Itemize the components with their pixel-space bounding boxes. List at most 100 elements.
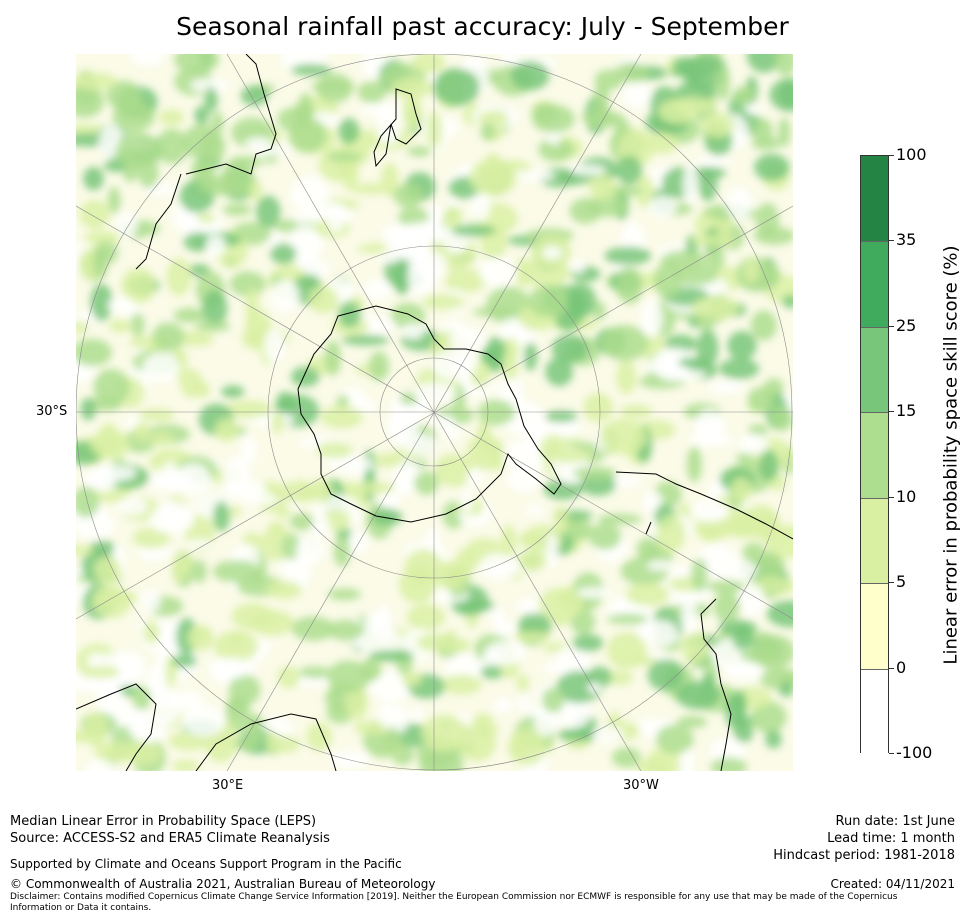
skill-patch xyxy=(391,77,434,99)
skill-patch xyxy=(108,319,134,333)
skill-patch xyxy=(205,234,227,258)
skill-patch xyxy=(90,430,131,459)
colorbar-segment xyxy=(861,412,888,498)
skill-patch xyxy=(192,559,207,584)
skill-patch xyxy=(421,714,468,752)
skill-patch xyxy=(186,539,212,550)
skill-patch xyxy=(202,289,228,327)
skill-patch xyxy=(484,152,502,180)
coastlines xyxy=(76,54,793,771)
skill-patch xyxy=(710,757,747,771)
skill-patch xyxy=(352,183,388,195)
skill-patch xyxy=(199,131,226,164)
skill-patch xyxy=(194,106,209,125)
skill-patch xyxy=(94,555,121,585)
skill-patch xyxy=(291,616,335,641)
skill-patch xyxy=(725,186,753,220)
skill-patch xyxy=(614,62,649,83)
colorbar-tick-label: -100 xyxy=(896,743,933,762)
skill-patch xyxy=(221,385,245,399)
skill-patch xyxy=(611,747,642,768)
colorbar-tick-mark xyxy=(889,325,894,327)
skill-patch xyxy=(103,160,127,172)
skill-patch xyxy=(604,246,652,265)
skill-patch xyxy=(619,404,653,419)
skill-patch xyxy=(338,118,360,145)
antarctica-coast xyxy=(297,305,562,523)
colorbar-tick-mark xyxy=(889,582,894,584)
skill-patch xyxy=(551,334,589,364)
skill-patch xyxy=(454,638,471,653)
skill-patch xyxy=(90,283,113,321)
skill-patch xyxy=(327,588,362,601)
skill-patch xyxy=(378,701,396,730)
skill-patch xyxy=(106,80,142,111)
lon-label-30e: 30°E xyxy=(212,778,244,793)
colorbar-tick-mark xyxy=(889,240,894,242)
skill-patch xyxy=(410,706,424,721)
colorbar-segment xyxy=(861,241,888,327)
skill-patch xyxy=(265,580,302,599)
skill-patch xyxy=(225,400,273,418)
skill-patch xyxy=(538,137,575,162)
skill-patch xyxy=(669,67,712,78)
skill-patch xyxy=(229,271,266,297)
skill-patch xyxy=(297,92,313,129)
skill-patch xyxy=(222,203,252,216)
skill-patch xyxy=(189,78,230,93)
skill-patch xyxy=(566,291,588,317)
skill-patch xyxy=(434,453,473,487)
skill-patch xyxy=(414,471,439,495)
skill-patch xyxy=(448,327,486,352)
colorbar-segment xyxy=(861,497,888,584)
skill-patch xyxy=(644,620,678,648)
skill-patch xyxy=(271,412,284,434)
skill-patch xyxy=(702,673,716,692)
skill-patch xyxy=(127,709,168,743)
skill-patch xyxy=(341,334,389,346)
skill-patch xyxy=(533,705,555,738)
skill-patch xyxy=(501,524,517,558)
skill-patch xyxy=(298,255,319,272)
skill-patch xyxy=(782,294,793,309)
skill-patch xyxy=(140,589,161,613)
skill-patch xyxy=(515,631,551,643)
skill-patch xyxy=(442,207,463,229)
skill-patch xyxy=(107,297,136,314)
skill-patch xyxy=(601,324,649,362)
skill-patch xyxy=(523,342,538,371)
skill-patch xyxy=(645,132,678,154)
skill-patch xyxy=(187,625,214,651)
skill-patch xyxy=(208,657,252,679)
skill-patch xyxy=(667,369,707,380)
skill-patch xyxy=(412,54,446,74)
skill-patch xyxy=(381,224,416,243)
skill-patch xyxy=(178,552,193,575)
colorbar-tick-label: 15 xyxy=(896,401,917,421)
skill-patch xyxy=(754,153,790,182)
skill-patch xyxy=(510,61,550,91)
skill-patch xyxy=(363,278,392,301)
skill-patch xyxy=(315,73,353,103)
skill-patch xyxy=(732,86,755,105)
skill-patch xyxy=(88,540,116,558)
skill-patch xyxy=(607,632,647,670)
skill-patch xyxy=(288,117,327,153)
skill-patch xyxy=(433,68,480,106)
skill-patch xyxy=(83,166,104,191)
lat-label-30s: 30°S xyxy=(36,404,68,419)
skill-patch xyxy=(162,461,177,492)
skill-patch xyxy=(310,514,331,539)
skill-patch xyxy=(132,527,171,549)
footer-created: Created: 04/11/2021 xyxy=(830,877,955,891)
skill-patch xyxy=(621,83,653,109)
skill-patch xyxy=(402,94,422,127)
skill-patch xyxy=(625,583,670,606)
skill-patch xyxy=(510,735,526,760)
skill-patch xyxy=(80,397,96,421)
skill-patch xyxy=(713,590,741,623)
skill-patch xyxy=(117,497,149,516)
lon-label-30w: 30°W xyxy=(623,778,659,793)
colorbar-tick-label: 25 xyxy=(896,315,917,335)
skill-patch xyxy=(407,257,429,296)
